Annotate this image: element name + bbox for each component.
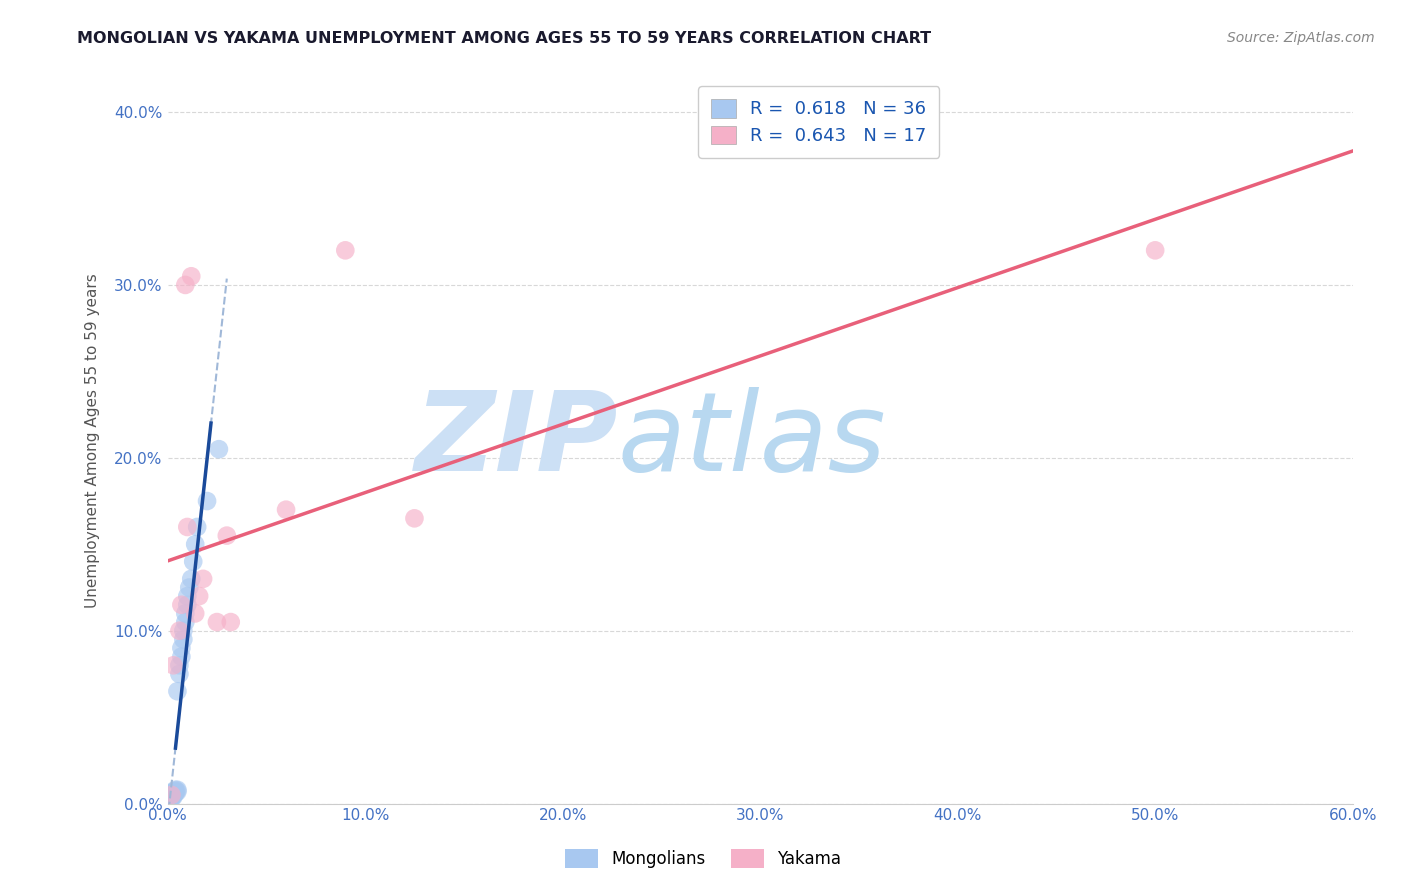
Point [172, 632, 194, 647]
Point [159, 791, 181, 805]
Point [174, 607, 197, 621]
Text: Source: ZipAtlas.com: Source: ZipAtlas.com [1227, 31, 1375, 45]
Point [160, 791, 183, 805]
Point [159, 793, 181, 807]
Point [180, 269, 202, 284]
Point [174, 615, 197, 629]
Point [219, 615, 242, 629]
Text: atlas: atlas [617, 387, 887, 494]
Point [191, 572, 214, 586]
Point [165, 786, 187, 800]
Point [215, 528, 238, 542]
Point [174, 277, 197, 292]
Point [162, 789, 184, 804]
Point [166, 684, 188, 698]
Point [169, 658, 191, 673]
Point [335, 244, 357, 258]
Point [166, 784, 188, 798]
Point [163, 786, 186, 800]
Point [162, 788, 184, 802]
Point [184, 537, 207, 551]
Point [188, 589, 211, 603]
Point [186, 520, 208, 534]
Point [165, 784, 187, 798]
Text: MONGOLIAN VS YAKAMA UNEMPLOYMENT AMONG AGES 55 TO 59 YEARS CORRELATION CHART: MONGOLIAN VS YAKAMA UNEMPLOYMENT AMONG A… [77, 31, 931, 46]
Point [274, 502, 297, 516]
Text: ZIP: ZIP [415, 387, 617, 494]
Point [170, 640, 193, 655]
Point [160, 786, 183, 800]
Point [208, 442, 231, 457]
Point [169, 667, 191, 681]
Point [176, 520, 198, 534]
Point [162, 658, 184, 673]
Legend: R =  0.618   N = 36, R =  0.643   N = 17: R = 0.618 N = 36, R = 0.643 N = 17 [697, 87, 939, 158]
Point [159, 789, 181, 804]
Point [176, 589, 198, 603]
Point [181, 555, 204, 569]
Point [404, 511, 426, 525]
Point [162, 786, 184, 800]
Point [176, 598, 198, 612]
Point [170, 598, 193, 612]
Point [1144, 244, 1167, 258]
Y-axis label: Unemployment Among Ages 55 to 59 years: Unemployment Among Ages 55 to 59 years [86, 273, 100, 608]
Point [184, 607, 207, 621]
Point [160, 788, 183, 802]
Point [172, 624, 194, 638]
Point [170, 649, 193, 664]
Point [205, 615, 228, 629]
Point [160, 788, 183, 802]
Point [179, 581, 201, 595]
Point [180, 572, 202, 586]
Point [166, 782, 188, 797]
Point [162, 789, 184, 804]
Point [162, 784, 184, 798]
Point [169, 624, 191, 638]
Point [157, 788, 180, 802]
Point [195, 494, 218, 508]
Legend: Mongolians, Yakama: Mongolians, Yakama [558, 842, 848, 875]
Point [165, 782, 187, 797]
